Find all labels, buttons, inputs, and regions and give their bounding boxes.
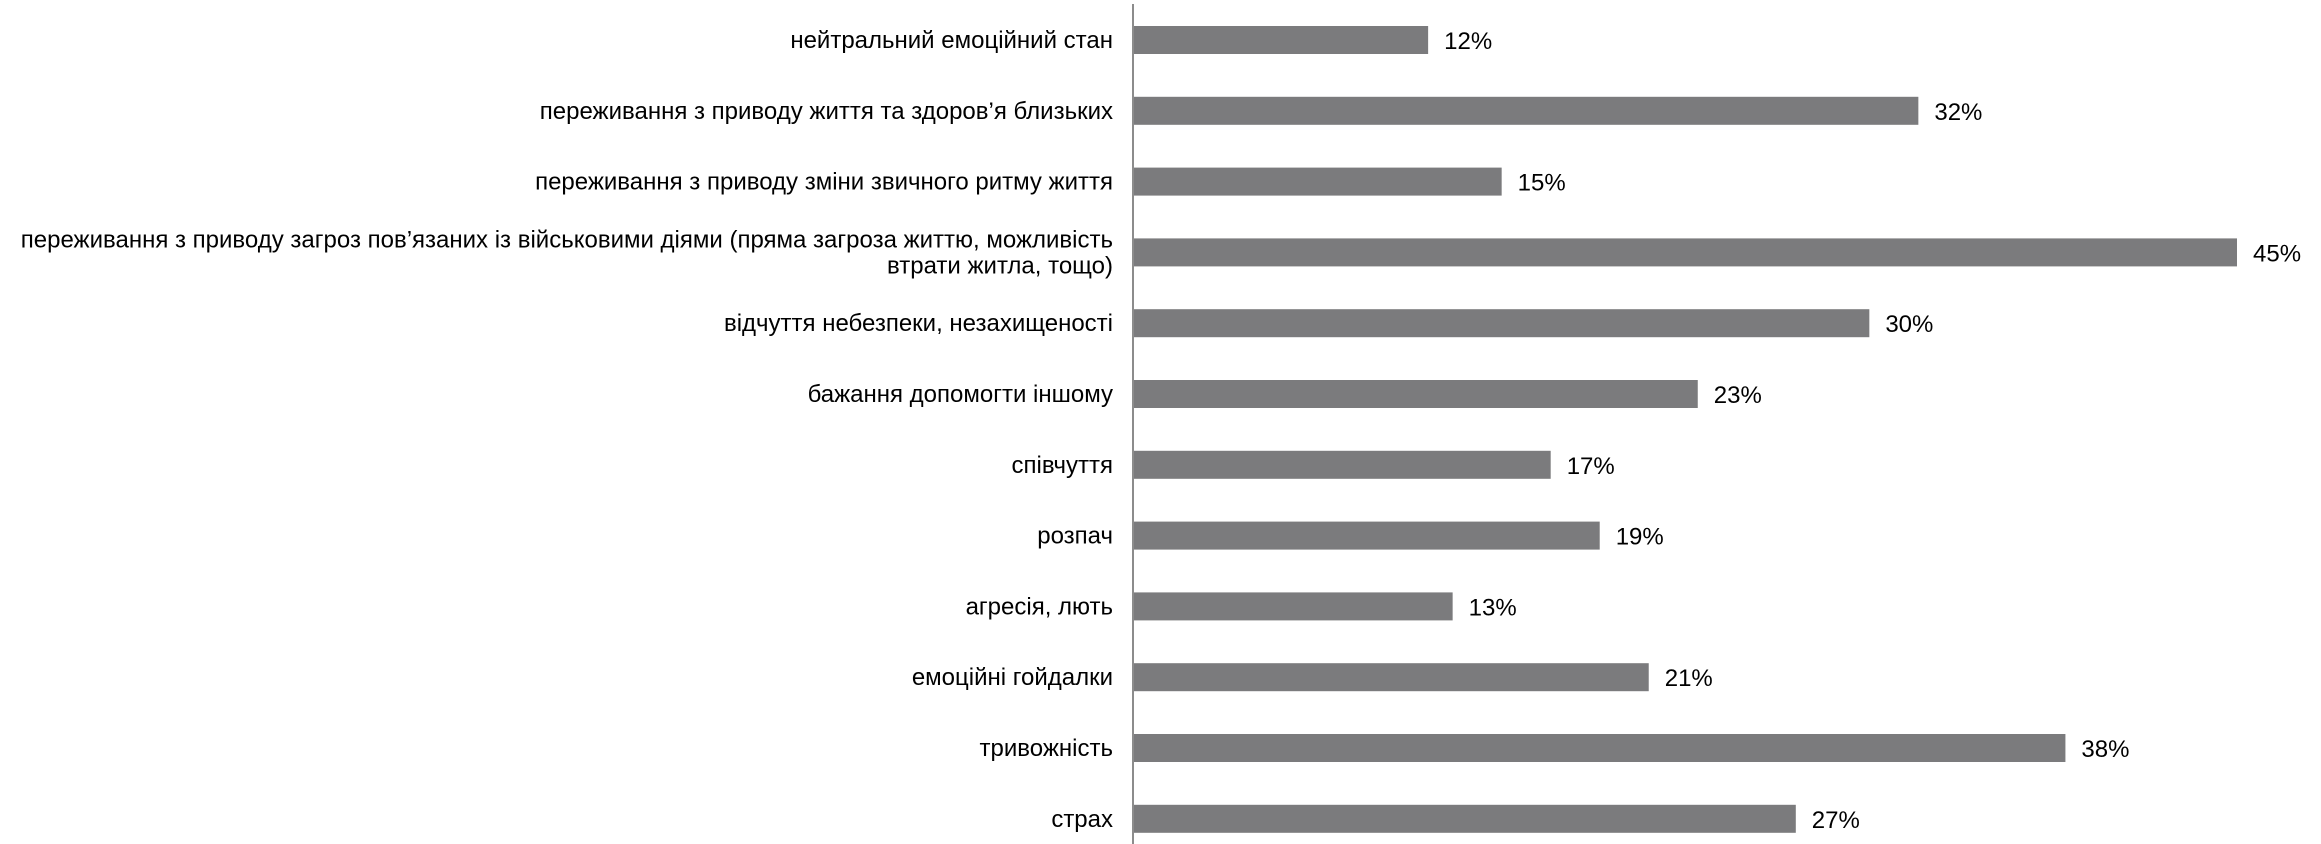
category-label: страх xyxy=(1051,806,1113,833)
category-label: емоційні гойдалки xyxy=(912,664,1113,691)
category-label: відчуття небезпеки, незахищеності xyxy=(724,310,1113,337)
bar xyxy=(1134,663,1649,692)
bar xyxy=(1134,734,2066,762)
category-label: переживання з приводу життя та здоров’я … xyxy=(540,98,1113,125)
bar xyxy=(1134,521,1600,550)
data-label: 32% xyxy=(1934,99,1982,126)
bar xyxy=(1134,238,2237,267)
data-label: 19% xyxy=(1616,524,1664,551)
bar xyxy=(1134,26,1429,54)
data-label: 13% xyxy=(1469,594,1517,621)
value-labels-group: 12% 32% 15% 45% 30% 23% 17% 19% 13% 21% 38% 27% xyxy=(1444,28,2301,834)
category-label: співчуття xyxy=(1012,452,1113,479)
bar xyxy=(1134,804,1796,833)
bar xyxy=(1134,592,1453,621)
bar xyxy=(1134,450,1551,479)
data-label: 27% xyxy=(1812,807,1860,834)
bar xyxy=(1134,309,1870,338)
data-label: 23% xyxy=(1714,382,1762,409)
data-label: 15% xyxy=(1518,170,1566,197)
bar xyxy=(1134,380,1698,408)
bar xyxy=(1134,167,1502,196)
category-labels-group: нейтральний емоційний стан переживання з … xyxy=(21,27,1113,833)
data-label: 30% xyxy=(1885,311,1933,338)
category-label: розпач xyxy=(1037,523,1113,550)
category-label: бажання допомогти іншому xyxy=(808,381,1113,408)
data-label: 45% xyxy=(2253,240,2301,267)
bars-group xyxy=(1134,26,2237,833)
data-label: 38% xyxy=(2081,736,2129,763)
category-label: нейтральний емоційний стан xyxy=(790,27,1113,54)
data-label: 17% xyxy=(1567,453,1615,480)
category-label: агресія, лють xyxy=(966,593,1113,620)
bar xyxy=(1134,96,1919,125)
category-label: переживання з приводу загроз пов’язаних … xyxy=(21,226,1113,279)
category-label: переживання з приводу зміни звичного рит… xyxy=(535,169,1113,196)
category-label: тривожність xyxy=(980,735,1113,762)
data-label: 21% xyxy=(1665,665,1713,692)
data-label: 12% xyxy=(1444,28,1492,55)
